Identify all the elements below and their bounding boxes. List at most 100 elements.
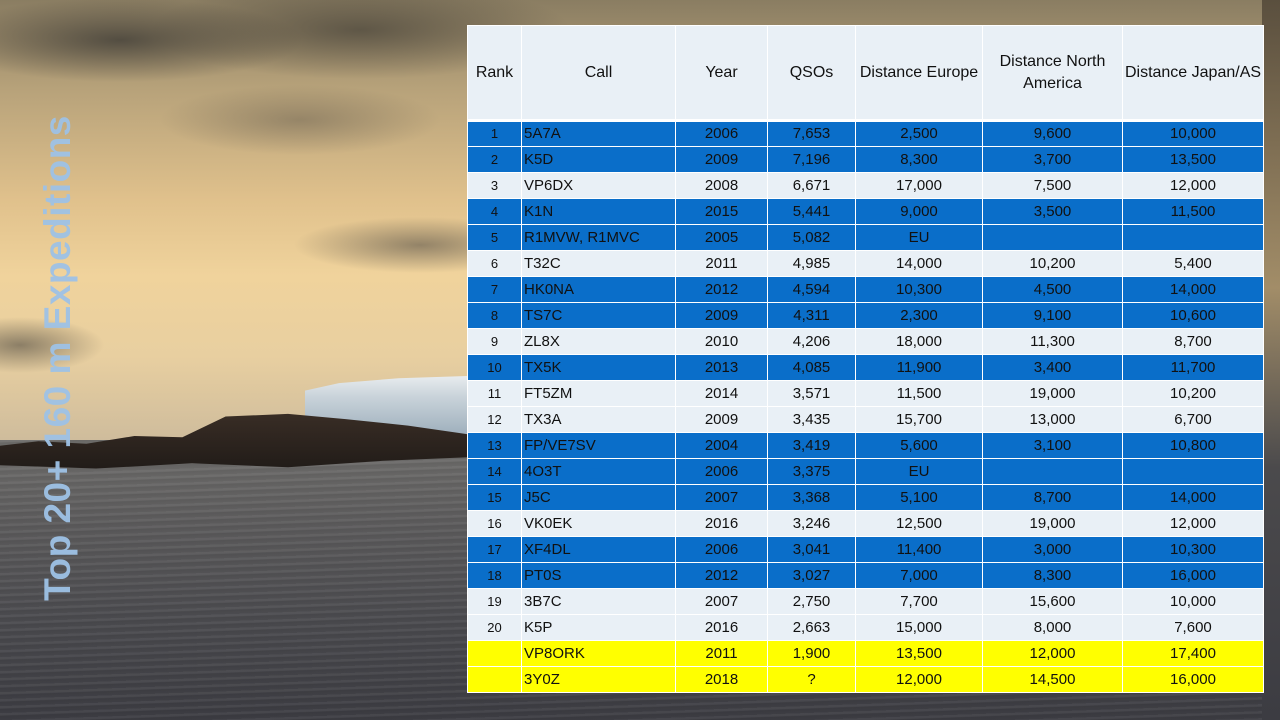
year-cell: 2004 (675, 432, 768, 459)
rank-cell: 19 (467, 588, 522, 615)
qsos-cell: 3,419 (767, 432, 856, 459)
call-cell: 4O3T (521, 458, 676, 485)
rank-cell: 11 (467, 380, 522, 407)
distance-japan-as-cell: 17,400 (1122, 640, 1264, 667)
distance-europe-cell: 12,500 (855, 510, 983, 537)
call-cell: 3B7C (521, 588, 676, 615)
qsos-cell: 4,311 (767, 302, 856, 329)
distance-europe-cell: 15,700 (855, 406, 983, 433)
distance-north-america-cell: 9,600 (982, 120, 1123, 147)
year-cell: 2009 (675, 406, 768, 433)
distance-japan-as-cell: 10,600 (1122, 302, 1264, 329)
distance-japan-as-cell: 10,000 (1122, 120, 1264, 147)
distance-europe-cell: 14,000 (855, 250, 983, 277)
distance-north-america-cell: 3,100 (982, 432, 1123, 459)
qsos-cell: 3,435 (767, 406, 856, 433)
rank-cell: 5 (467, 224, 522, 251)
rank-cell: 13 (467, 432, 522, 459)
call-cell: XF4DL (521, 536, 676, 563)
distance-japan-as-cell (1122, 458, 1264, 485)
distance-europe-cell: 11,900 (855, 354, 983, 381)
distance-europe-cell: 2,300 (855, 302, 983, 329)
rank-cell: 2 (467, 146, 522, 173)
year-cell: 2007 (675, 484, 768, 511)
distance-north-america-cell: 7,500 (982, 172, 1123, 199)
table-row: 1 5A7A 2006 7,653 2,500 9,600 10,000 (467, 120, 1264, 147)
table-row: 8 TS7C 2009 4,311 2,300 9,100 10,600 (467, 302, 1264, 329)
distance-japan-as-cell: 14,000 (1122, 276, 1264, 303)
distance-north-america-cell: 3,400 (982, 354, 1123, 381)
call-cell: ZL8X (521, 328, 676, 355)
call-cell: VP6DX (521, 172, 676, 199)
year-cell: 2009 (675, 302, 768, 329)
qsos-cell: 7,196 (767, 146, 856, 173)
year-cell: 2008 (675, 172, 768, 199)
distance-north-america-cell (982, 458, 1123, 485)
table-row: 19 3B7C 2007 2,750 7,700 15,600 10,000 (467, 588, 1264, 615)
qsos-cell: 5,441 (767, 198, 856, 225)
header-rank: Rank (467, 25, 522, 122)
header-distance-north-america: Distance North America (982, 25, 1123, 122)
distance-north-america-cell: 14,500 (982, 666, 1123, 693)
distance-north-america-cell: 3,000 (982, 536, 1123, 563)
rank-cell (467, 666, 522, 693)
distance-japan-as-cell: 11,500 (1122, 198, 1264, 225)
rank-cell: 10 (467, 354, 522, 381)
qsos-cell: 4,206 (767, 328, 856, 355)
distance-japan-as-cell: 13,500 (1122, 146, 1264, 173)
distance-japan-as-cell: 5,400 (1122, 250, 1264, 277)
table-row: 7 HK0NA 2012 4,594 10,300 4,500 14,000 (467, 276, 1264, 303)
distance-japan-as-cell: 6,700 (1122, 406, 1264, 433)
distance-europe-cell: 7,700 (855, 588, 983, 615)
qsos-cell: 3,027 (767, 562, 856, 589)
distance-north-america-cell: 4,500 (982, 276, 1123, 303)
table-row: 14 4O3T 2006 3,375 EU (467, 458, 1264, 485)
call-cell: 5A7A (521, 120, 676, 147)
distance-japan-as-cell: 12,000 (1122, 510, 1264, 537)
year-cell: 2006 (675, 120, 768, 147)
rank-cell: 18 (467, 562, 522, 589)
distance-japan-as-cell: 8,700 (1122, 328, 1264, 355)
table-row: 18 PT0S 2012 3,027 7,000 8,300 16,000 (467, 562, 1264, 589)
qsos-cell: 3,368 (767, 484, 856, 511)
table-row: 2 K5D 2009 7,196 8,300 3,700 13,500 (467, 146, 1264, 173)
distance-europe-cell: 5,600 (855, 432, 983, 459)
call-cell: T32C (521, 250, 676, 277)
qsos-cell: 3,375 (767, 458, 856, 485)
table-row: 12 TX3A 2009 3,435 15,700 13,000 6,700 (467, 406, 1264, 433)
expeditions-table: Rank Call Year QSOs Distance Europe Dist… (467, 25, 1264, 693)
distance-europe-cell: 8,300 (855, 146, 983, 173)
distance-europe-cell: EU (855, 458, 983, 485)
call-cell: 3Y0Z (521, 666, 676, 693)
distance-north-america-cell: 13,000 (982, 406, 1123, 433)
table-row: 15 J5C 2007 3,368 5,100 8,700 14,000 (467, 484, 1264, 511)
year-cell: 2016 (675, 510, 768, 537)
qsos-cell: 5,082 (767, 224, 856, 251)
distance-north-america-cell: 8,700 (982, 484, 1123, 511)
call-cell: TS7C (521, 302, 676, 329)
distance-europe-cell: 2,500 (855, 120, 983, 147)
qsos-cell: 3,571 (767, 380, 856, 407)
rank-cell: 9 (467, 328, 522, 355)
table-row: 3 VP6DX 2008 6,671 17,000 7,500 12,000 (467, 172, 1264, 199)
distance-north-america-cell: 8,000 (982, 614, 1123, 641)
qsos-cell: 1,900 (767, 640, 856, 667)
header-distance-europe: Distance Europe (855, 25, 983, 122)
qsos-cell: 3,041 (767, 536, 856, 563)
qsos-cell: 4,985 (767, 250, 856, 277)
table-row: 10 TX5K 2013 4,085 11,900 3,400 11,700 (467, 354, 1264, 381)
distance-north-america-cell: 19,000 (982, 380, 1123, 407)
rank-cell: 16 (467, 510, 522, 537)
distance-japan-as-cell: 10,300 (1122, 536, 1264, 563)
year-cell: 2013 (675, 354, 768, 381)
distance-north-america-cell: 3,500 (982, 198, 1123, 225)
header-row: Rank Call Year QSOs Distance Europe Dist… (467, 25, 1264, 122)
call-cell: VK0EK (521, 510, 676, 537)
rank-cell: 4 (467, 198, 522, 225)
year-cell: 2018 (675, 666, 768, 693)
distance-europe-cell: 15,000 (855, 614, 983, 641)
distance-north-america-cell: 15,600 (982, 588, 1123, 615)
table-row: 9 ZL8X 2010 4,206 18,000 11,300 8,700 (467, 328, 1264, 355)
distance-japan-as-cell: 16,000 (1122, 666, 1264, 693)
table-row: 3Y0Z 2018? 12,000 14,500 16,000 (467, 666, 1264, 693)
